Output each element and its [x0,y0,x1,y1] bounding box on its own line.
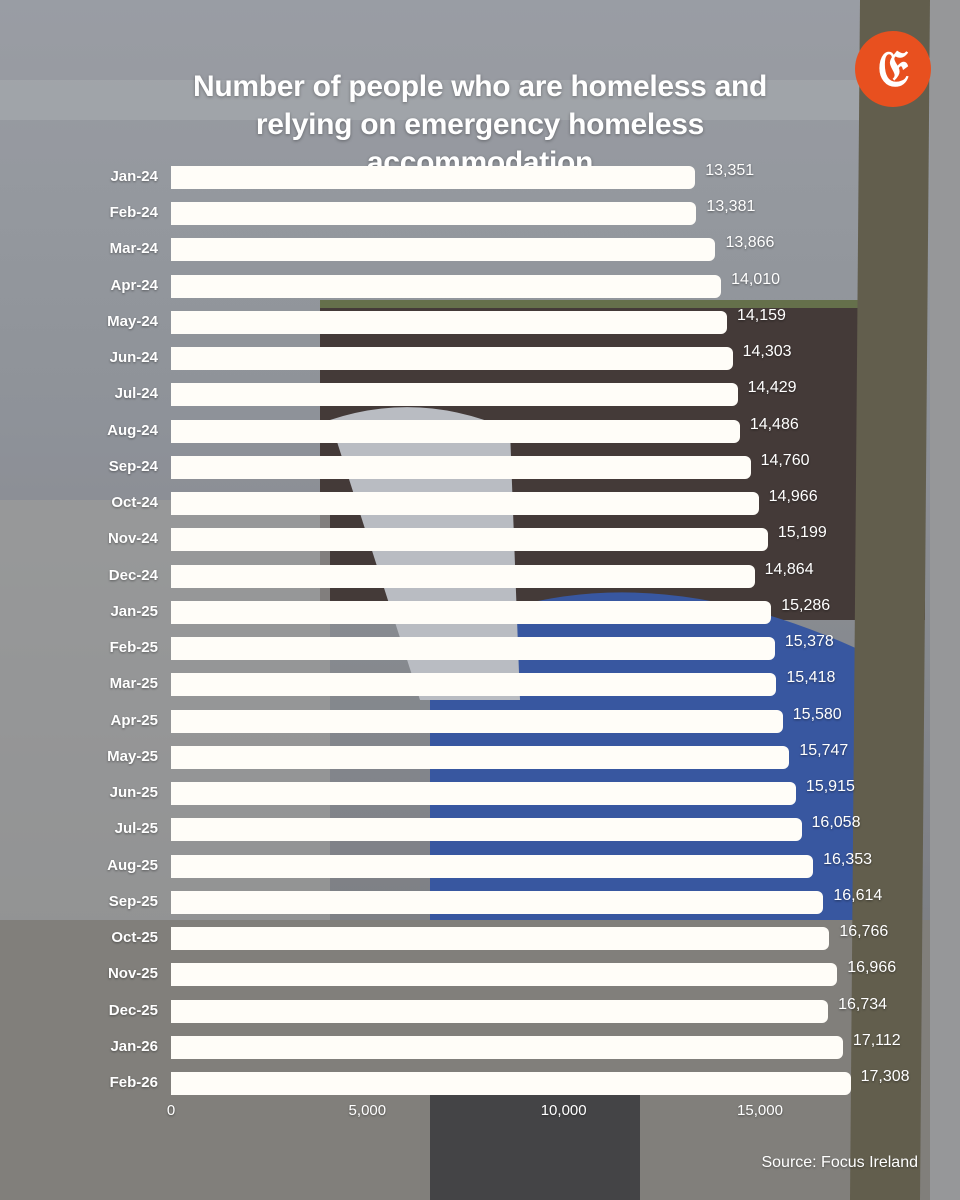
value-label: 16,966 [847,959,897,977]
bar-Feb-24 [171,202,697,226]
bar-Mar-24 [171,238,716,262]
value-label: 15,418 [786,669,836,687]
category-label: Jun-25 [109,784,158,802]
category-label: Jan-26 [110,1037,158,1055]
value-label: 14,760 [760,451,810,469]
value-label: 14,966 [768,488,818,506]
bar-Feb-26 [171,1072,851,1095]
bar-Sep-25 [171,890,824,914]
category-label: Sep-25 [108,892,158,910]
bar-Sep-24 [171,455,751,479]
value-label: 15,747 [799,741,849,759]
value-label: 15,199 [777,524,827,542]
category-label: Jan-25 [110,602,158,620]
category-label: Jan-24 [110,168,158,185]
x-tick-label: 0 [166,1102,176,1119]
bar-Jul-25 [171,818,802,842]
category-label: Apr-24 [110,276,158,294]
value-label: 14,010 [731,270,781,288]
category-label: Feb-25 [109,639,158,657]
chart-title: Number of people who are homeless and re… [192,70,768,179]
bar-May-25 [171,745,790,769]
value-label: 14,429 [747,379,797,397]
category-label: Aug-24 [107,421,158,439]
bar-Feb-25 [171,637,775,661]
value-label: 15,915 [805,778,855,796]
category-label: Nov-24 [107,530,158,548]
category-label: Oct-24 [111,494,158,512]
value-label: 16,614 [833,886,883,904]
bar-Apr-24 [171,274,722,298]
bar-Jan-24 [171,166,696,189]
category-label: Nov-25 [107,965,158,983]
bar-Nov-25 [171,963,838,987]
category-label: Jul-24 [114,385,158,403]
category-label: Dec-25 [108,1001,158,1019]
category-label: Feb-26 [109,1074,158,1091]
source-note: Source: Focus Ireland [761,1154,918,1171]
bar-Dec-25 [171,999,829,1023]
value-label: 16,766 [839,923,889,941]
x-tick-label: 5,000 [348,1102,387,1119]
x-tick-label: 10,000 [540,1102,587,1119]
category-label: Jul-25 [114,820,158,838]
value-label: 14,159 [736,306,786,324]
bar-Aug-25 [171,854,814,878]
value-label: 14,486 [749,415,799,433]
value-label: 15,580 [792,705,842,723]
bar-Nov-24 [171,528,768,552]
category-label: Aug-25 [107,856,158,874]
bar-Apr-25 [171,709,783,733]
bar-Jun-25 [171,782,796,806]
bar-May-24 [171,310,727,334]
category-label: Dec-24 [108,566,158,584]
category-label: Oct-25 [111,929,158,947]
category-label: Sep-24 [108,457,158,475]
value-label: 14,864 [764,560,814,578]
value-label: 16,353 [823,850,873,868]
category-label: Feb-24 [109,204,158,222]
value-label: 16,058 [811,814,861,832]
value-label: 16,734 [838,995,888,1013]
category-label: May-25 [107,747,158,765]
bar-Jul-24 [171,383,738,407]
category-label: Mar-24 [109,240,158,258]
bar-Dec-24 [171,564,755,588]
value-label: 15,378 [784,633,834,651]
bar-Aug-24 [171,419,740,443]
bar-Jan-25 [171,600,772,624]
bar-Mar-25 [171,673,777,697]
category-label: May-24 [107,312,158,330]
bar-Jan-26 [171,1035,843,1059]
value-label: 17,112 [852,1031,901,1049]
value-label: 15,286 [781,596,831,614]
bar-Jun-24 [171,347,733,371]
value-label: 14,303 [742,343,792,361]
bar-Oct-25 [171,927,830,951]
value-label: 17,308 [860,1068,910,1085]
x-tick-label: 15,000 [737,1102,783,1119]
value-label: 13,866 [725,234,775,252]
publisher-logo: 𝔈 [855,31,931,107]
category-label: Mar-25 [109,675,158,693]
value-label: 13,351 [705,162,755,179]
value-label: 13,381 [706,198,756,216]
category-label: Apr-25 [110,711,158,729]
category-label: Jun-24 [109,349,158,367]
bar-Oct-24 [171,492,759,516]
